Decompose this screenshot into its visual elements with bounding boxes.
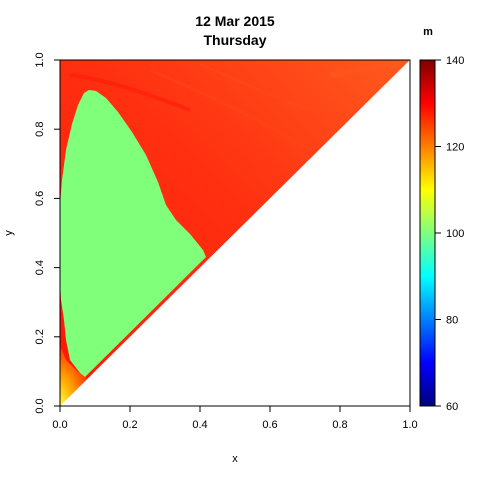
colorbar-tick-label: 80 xyxy=(446,315,458,327)
y-axis: 0.0 0.2 0.4 0.6 0.8 1.0 xyxy=(34,52,60,414)
y-tick-label: 1.0 xyxy=(34,52,46,67)
heatmap-layer xyxy=(60,60,410,406)
heatmap-region-lobe xyxy=(60,90,206,377)
x-tick-label: 0.4 xyxy=(192,419,207,431)
plot-frame xyxy=(59,59,411,407)
colorbar-label: m xyxy=(423,26,433,38)
heatmap-contour xyxy=(149,68,311,152)
colorbar-axis: 60 80 100 120 140 xyxy=(435,55,464,413)
y-tick-label: 0.2 xyxy=(34,329,46,344)
y-tick-label: 0.8 xyxy=(34,122,46,137)
colorbar-tick-label: 140 xyxy=(446,55,464,67)
heatmap-contour xyxy=(329,60,406,78)
colorbar-tick-label: 120 xyxy=(446,142,464,154)
y-tick-label: 0.0 xyxy=(34,398,46,413)
x-axis-label: x xyxy=(232,453,238,465)
y-tick-label: 0.4 xyxy=(34,260,46,275)
x-tick-label: 0.6 xyxy=(262,419,277,431)
y-tick-label: 0.6 xyxy=(34,191,46,206)
heatmap-contour xyxy=(199,62,351,122)
x-tick-label: 1.0 xyxy=(402,419,417,431)
x-tick-label: 0.2 xyxy=(122,419,137,431)
x-axis: 0.0 0.2 0.4 0.6 0.8 1.0 xyxy=(52,406,418,431)
heatmap-region-corner xyxy=(60,345,90,406)
x-tick-label: 0.8 xyxy=(332,419,347,431)
heatmap-contour xyxy=(69,73,191,112)
chart-title: 12 Mar 2015 xyxy=(195,13,275,29)
colorbar-tick-label: 60 xyxy=(446,401,458,413)
colorbar-tick-label: 100 xyxy=(446,228,464,240)
x-tick-label: 0.0 xyxy=(52,419,67,431)
colorbar xyxy=(419,59,436,407)
y-axis-label: y xyxy=(3,230,15,236)
heatmap-empty-region xyxy=(60,60,410,406)
chart-subtitle: Thursday xyxy=(203,32,266,48)
